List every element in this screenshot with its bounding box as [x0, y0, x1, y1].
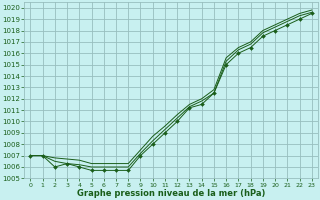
X-axis label: Graphe pression niveau de la mer (hPa): Graphe pression niveau de la mer (hPa): [77, 189, 265, 198]
